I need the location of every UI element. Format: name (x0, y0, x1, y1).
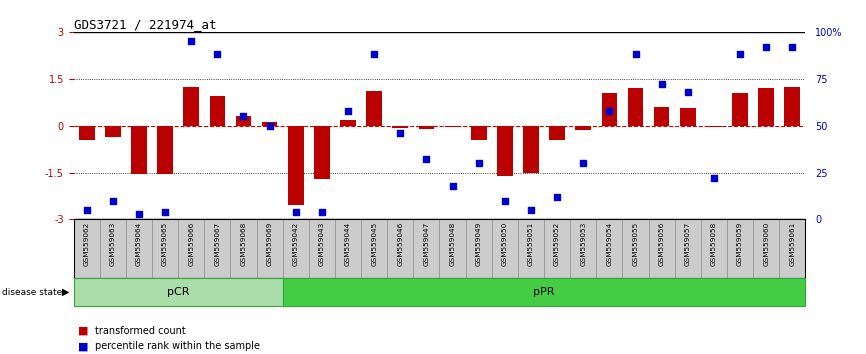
Bar (445, 126, 461, 127)
Point (576, 160, 590, 166)
Text: GSM559052: GSM559052 (554, 222, 560, 266)
Text: percentile rank within the sample: percentile rank within the sample (95, 341, 261, 351)
Text: GSM559057: GSM559057 (685, 222, 691, 266)
Bar (158, 126, 173, 174)
Point (158, 209, 172, 215)
Bar (602, 93, 617, 126)
Bar (497, 126, 513, 176)
Point (236, 113, 250, 119)
Point (498, 198, 512, 204)
Bar (523, 126, 539, 173)
Text: transformed count: transformed count (95, 326, 186, 336)
Point (655, 81, 669, 87)
Bar (785, 87, 800, 126)
Point (132, 211, 145, 217)
Text: ■: ■ (78, 341, 88, 351)
Text: GSM559054: GSM559054 (606, 222, 612, 266)
Bar (282, 278, 805, 306)
Bar (105, 126, 120, 137)
Text: GSM559062: GSM559062 (84, 222, 90, 266)
Point (419, 156, 433, 162)
Text: ▶: ▶ (62, 287, 70, 297)
Bar (706, 126, 721, 127)
Point (367, 52, 381, 57)
Text: GSM559065: GSM559065 (162, 222, 168, 266)
Text: GSM559064: GSM559064 (136, 222, 142, 266)
Bar (575, 126, 591, 130)
Text: GSM559055: GSM559055 (632, 222, 638, 266)
Point (550, 194, 564, 200)
Bar (418, 126, 434, 129)
Bar (366, 91, 382, 126)
Point (341, 108, 355, 114)
Text: GSM559060: GSM559060 (763, 222, 769, 266)
Text: GSM559051: GSM559051 (528, 222, 534, 266)
Point (681, 89, 695, 95)
Text: GSM559053: GSM559053 (580, 222, 586, 266)
Text: GSM559058: GSM559058 (711, 222, 717, 266)
Text: GSM559056: GSM559056 (659, 222, 664, 266)
Point (262, 123, 276, 129)
Point (472, 160, 486, 166)
Bar (288, 126, 304, 205)
Point (80, 207, 94, 213)
Bar (79, 126, 94, 140)
Text: disease state: disease state (2, 287, 62, 297)
Text: pPR: pPR (533, 287, 555, 297)
Point (603, 108, 617, 114)
Text: GSM559067: GSM559067 (215, 222, 220, 266)
Point (184, 39, 198, 44)
Text: GSM559048: GSM559048 (449, 222, 456, 266)
Text: GSM559066: GSM559066 (188, 222, 194, 266)
Point (315, 209, 329, 215)
Bar (680, 108, 695, 126)
Bar (654, 107, 669, 126)
Bar (184, 87, 199, 126)
Bar (471, 126, 487, 140)
Point (393, 130, 407, 136)
Text: GSM559044: GSM559044 (345, 222, 351, 266)
Point (446, 183, 460, 189)
Text: GSM559042: GSM559042 (293, 222, 299, 266)
Text: GSM559069: GSM559069 (267, 222, 273, 266)
Text: GSM559049: GSM559049 (475, 222, 481, 266)
Bar (628, 88, 643, 126)
Text: GSM559045: GSM559045 (372, 222, 378, 266)
Text: GSM559068: GSM559068 (241, 222, 247, 266)
Bar (131, 126, 147, 174)
Point (106, 198, 120, 204)
Bar (392, 126, 408, 127)
Point (707, 175, 721, 181)
Text: GSM559059: GSM559059 (737, 222, 743, 266)
Bar (340, 120, 356, 126)
Point (524, 207, 538, 213)
Bar (236, 116, 251, 126)
Point (734, 52, 747, 57)
Text: GDS3721 / 221974_at: GDS3721 / 221974_at (74, 18, 216, 31)
Bar (549, 126, 565, 140)
Bar (314, 126, 330, 179)
Bar (262, 122, 277, 126)
Text: GSM559046: GSM559046 (397, 222, 404, 266)
Text: pCR: pCR (167, 287, 190, 297)
Point (210, 52, 224, 57)
Text: ■: ■ (78, 326, 88, 336)
Point (759, 44, 773, 50)
Point (785, 44, 799, 50)
Text: GSM559063: GSM559063 (110, 222, 116, 266)
Bar (732, 93, 748, 126)
Text: GSM559043: GSM559043 (319, 222, 325, 266)
Text: GSM559050: GSM559050 (501, 222, 507, 266)
Text: GSM559047: GSM559047 (423, 222, 430, 266)
Text: GSM559061: GSM559061 (789, 222, 795, 266)
Bar (759, 88, 774, 126)
Bar (74, 278, 282, 306)
Point (289, 209, 303, 215)
Bar (210, 96, 225, 126)
Point (629, 52, 643, 57)
